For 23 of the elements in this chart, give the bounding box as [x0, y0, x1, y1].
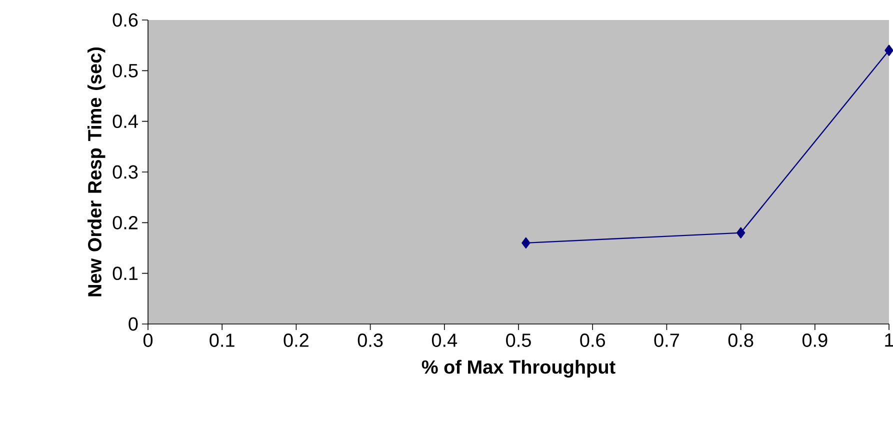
y-axis-title: New Order Resp Time (sec): [88, 48, 106, 296]
point: [884, 44, 893, 56]
y-tick-label: 0.6: [112, 13, 138, 27]
y-tick-label: 0.2: [112, 216, 138, 230]
y-tick-label: 0.4: [112, 114, 138, 128]
x-tick-label: 0.6: [580, 334, 605, 347]
x-tick-label: 1: [885, 334, 893, 347]
x-tick-label: 0.4: [432, 334, 458, 347]
point: [736, 227, 746, 238]
y-tick-label: 0: [128, 317, 138, 331]
x-tick-label: 0.5: [506, 334, 531, 347]
x-tick-label: 0.7: [654, 334, 679, 347]
x-tick-label: 0.1: [210, 334, 234, 347]
x-tick-label: 0.8: [728, 334, 754, 347]
x-tick-label: 0.9: [802, 334, 828, 347]
x-axis-title: % of Max Throughput: [422, 360, 616, 378]
x-tick-label: 0: [143, 334, 153, 347]
y-tick-label: 0.3: [112, 165, 138, 179]
point: [522, 237, 530, 249]
y-tick-label: 0.5: [112, 64, 138, 78]
x-tick-label: 0.2: [284, 334, 308, 347]
x-tick-label: 0.3: [358, 334, 383, 347]
y-tick-label: 0.1: [112, 266, 138, 280]
